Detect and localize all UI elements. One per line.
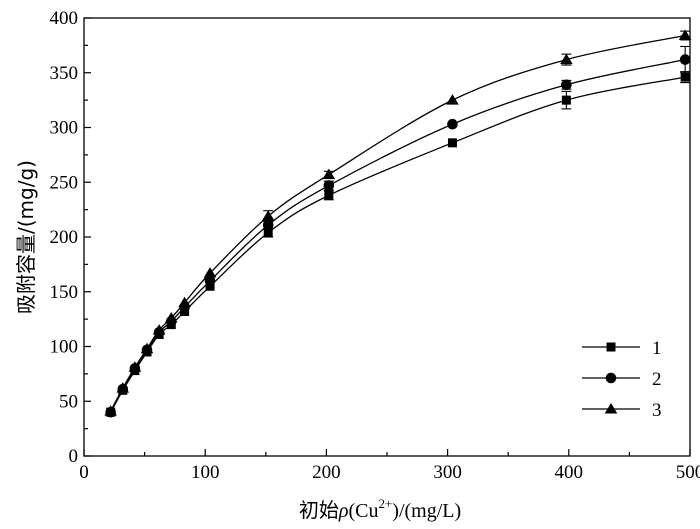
series-3-point [261, 210, 275, 221]
series-2-point [679, 54, 691, 65]
series-2-point [561, 79, 572, 91]
series-1-point [205, 281, 215, 291]
x-axis-title: 初始ρ(Cu2+)/(mg/L) [299, 496, 461, 522]
y-tick-label: 250 [50, 172, 79, 193]
series-3-point [164, 312, 178, 323]
legend-marker-1 [606, 342, 616, 352]
series-1-point [324, 190, 334, 200]
plot-area: 0 100 200 300 400 500 0 50 100 150 200 250 300 350 400… [50, 8, 700, 483]
x-tick-label: 500 [676, 462, 700, 483]
y-tick-label: 0 [69, 446, 79, 467]
y-tick-label: 200 [50, 227, 79, 248]
series-3-point [104, 405, 117, 416]
x-tick-label: 400 [555, 462, 584, 483]
series-3-point [178, 296, 191, 308]
series-3-point [203, 267, 217, 278]
legend-label-1: 1 [652, 338, 662, 359]
series-2-point [447, 118, 458, 130]
series-3-point [446, 94, 459, 105]
series-3-point [678, 29, 692, 41]
series-1-point [447, 138, 457, 148]
y-tick-label: 300 [50, 118, 79, 139]
x-axis-title-superscript: 2+ [378, 496, 392, 511]
y-axis-title-group: 吸附容量/(mg/g) [14, 160, 38, 314]
x-axis-title-open: (Cu [348, 500, 378, 522]
x-tick-label: 300 [433, 462, 462, 483]
series-3-point [560, 53, 573, 65]
series-2-point [204, 275, 216, 287]
series-3-point [140, 342, 154, 354]
series-3-line [110, 34, 686, 412]
series-2-point [323, 180, 335, 191]
y-tick-label: 100 [50, 337, 79, 358]
series-3-point [152, 324, 166, 335]
x-tick-label: 200 [312, 462, 341, 483]
x-tick-label: 100 [191, 462, 220, 483]
x-axis-title-rho: ρ [338, 500, 349, 522]
y-tick-label: 50 [59, 391, 78, 412]
x-tick-label: 0 [79, 462, 89, 483]
series-3-point [128, 361, 142, 372]
y-tick-label: 350 [50, 63, 79, 84]
series-2-point [262, 219, 274, 231]
y-tick-label: 150 [50, 282, 79, 303]
series-1-point [263, 228, 273, 238]
legend-label-2: 2 [652, 369, 662, 390]
y-axis-title: 吸附容量/(mg/g) [14, 160, 38, 314]
series-3-point [322, 168, 336, 180]
series-1-point [680, 72, 690, 82]
legend-marker-2 [605, 372, 617, 384]
y-tick-label: 400 [50, 8, 79, 29]
series-1-point [561, 95, 571, 105]
legend-label-3: 3 [652, 400, 662, 421]
legend-marker-3 [604, 403, 618, 414]
x-axis-title-close: )/(mg/L) [392, 500, 461, 522]
x-axis-title-prefix: 初始 [299, 498, 339, 522]
series-3-point [116, 382, 130, 393]
